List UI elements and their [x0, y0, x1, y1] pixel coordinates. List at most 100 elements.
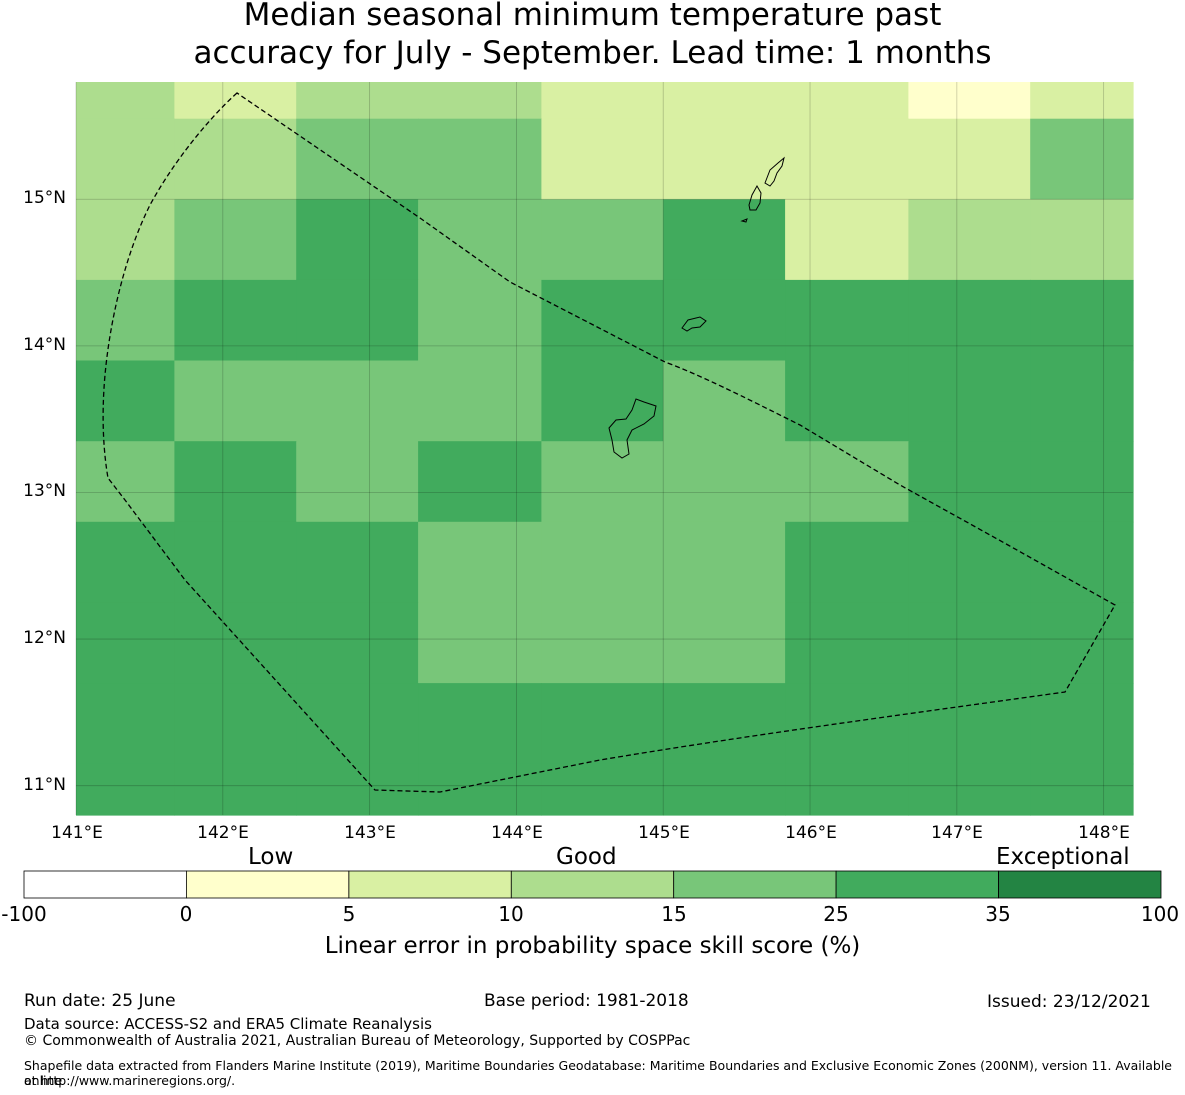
skill-cell	[174, 360, 297, 442]
skill-cell	[908, 763, 1031, 816]
colorbar-word-good: Good	[556, 844, 617, 870]
skill-cell	[76, 602, 175, 684]
skill-cell	[1030, 683, 1134, 765]
lat-tick-13: 13°N	[23, 481, 66, 501]
skill-cell	[541, 82, 664, 120]
skill-cell	[663, 441, 786, 523]
colorbar-swatch	[185, 870, 350, 899]
skill-cell	[296, 82, 419, 120]
skill-cell	[1030, 441, 1134, 523]
skill-cell	[1030, 118, 1134, 200]
skill-cell	[541, 683, 664, 765]
skill-cell	[1030, 521, 1134, 603]
colorbar-tick-0: 0	[179, 902, 193, 926]
colorbar-tick-100: 100	[1140, 902, 1180, 926]
issued-date: Issued: 23/12/2021	[987, 992, 1151, 1012]
skill-cell	[663, 279, 786, 362]
skill-grid-cells	[76, 82, 1134, 816]
islands	[608, 156, 785, 459]
colorbar-tick-5: 5	[342, 902, 356, 926]
skill-cell	[663, 763, 786, 816]
colorbar-swatch	[23, 870, 187, 899]
skill-cell	[418, 683, 542, 765]
skill-cell	[174, 602, 297, 684]
lat-tick-15: 15°N	[23, 188, 66, 208]
skill-cell	[541, 763, 664, 816]
lon-tick-148: 148°E	[1078, 823, 1130, 843]
colorbar-label: Linear error in probability space skill …	[324, 933, 861, 959]
colorbar-swatch	[348, 870, 512, 899]
skill-cell	[76, 441, 175, 523]
colorbar-tick-10: 10	[498, 902, 524, 926]
skill-cell	[418, 441, 542, 523]
skill-cell	[1030, 199, 1134, 281]
skill-cell	[908, 360, 1031, 442]
skill-cell	[174, 441, 297, 523]
shapefile-credit-line-1: Shapefile data extracted from Flanders M…	[24, 1058, 1172, 1088]
skill-cell	[76, 118, 175, 200]
colorbar	[23, 870, 1162, 899]
skill-cell	[908, 683, 1031, 765]
skill-cell	[908, 199, 1031, 281]
colorbar-tick-minus100: -100	[1, 902, 47, 926]
skill-cell	[1030, 360, 1134, 442]
skill-cell	[785, 118, 909, 200]
island-saipan	[764, 156, 785, 187]
colorbar-swatch	[673, 870, 837, 899]
skill-cell	[1030, 763, 1134, 816]
skill-cell	[174, 118, 297, 200]
skill-cell	[663, 683, 786, 765]
colorbar-swatch	[835, 870, 999, 899]
skill-cell	[663, 602, 786, 684]
data-source: Data source: ACCESS-S2 and ERA5 Climate …	[24, 1015, 432, 1033]
skill-cell	[76, 763, 175, 816]
skill-cell	[785, 441, 909, 523]
skill-cell	[785, 279, 909, 362]
colorbar-swatches	[23, 870, 1162, 899]
lat-tick-14: 14°N	[23, 335, 66, 355]
skill-cell	[908, 82, 1031, 120]
skill-cell	[296, 602, 419, 684]
skill-cell	[296, 763, 419, 816]
chart-title-line-2: accuracy for July - September. Lead time…	[193, 35, 992, 71]
skill-cell	[541, 521, 664, 603]
skill-cell	[785, 602, 909, 684]
skill-cell	[76, 521, 175, 603]
skill-cell	[296, 360, 419, 442]
skill-cell	[785, 521, 909, 603]
skill-cell	[908, 118, 1031, 200]
skill-cell	[296, 441, 419, 523]
skill-cell	[418, 118, 542, 200]
skill-cell	[174, 521, 297, 603]
lon-tick-147: 147°E	[931, 823, 983, 843]
skill-cell	[785, 683, 909, 765]
skill-cell	[418, 763, 542, 816]
lon-tick-146: 146°E	[785, 823, 837, 843]
skill-cell	[541, 360, 664, 442]
colorbar-swatch	[510, 870, 675, 899]
skill-cell	[174, 763, 297, 816]
skill-cell	[785, 763, 909, 816]
lon-tick-142: 142°E	[197, 823, 249, 843]
skill-cell	[76, 279, 175, 362]
island-aguijan	[740, 218, 748, 223]
skill-cell	[1030, 82, 1134, 120]
island-guam	[608, 398, 657, 459]
island-rota	[681, 316, 707, 332]
skill-cell	[541, 602, 664, 684]
skill-cell	[785, 199, 909, 281]
skill-cell	[418, 82, 542, 120]
skill-cell	[541, 199, 664, 281]
skill-cell	[296, 279, 419, 362]
skill-cell	[1030, 279, 1134, 362]
skill-cell	[541, 118, 664, 200]
base-period: Base period: 1981-2018	[484, 991, 689, 1011]
skill-cell	[908, 279, 1031, 362]
skill-cell	[908, 441, 1031, 523]
graticule	[75, 82, 1133, 815]
lat-tick-11: 11°N	[23, 775, 66, 795]
skill-cell	[418, 199, 542, 281]
skill-cell	[296, 199, 419, 281]
skill-map	[75, 82, 1134, 816]
skill-cell	[174, 82, 297, 120]
